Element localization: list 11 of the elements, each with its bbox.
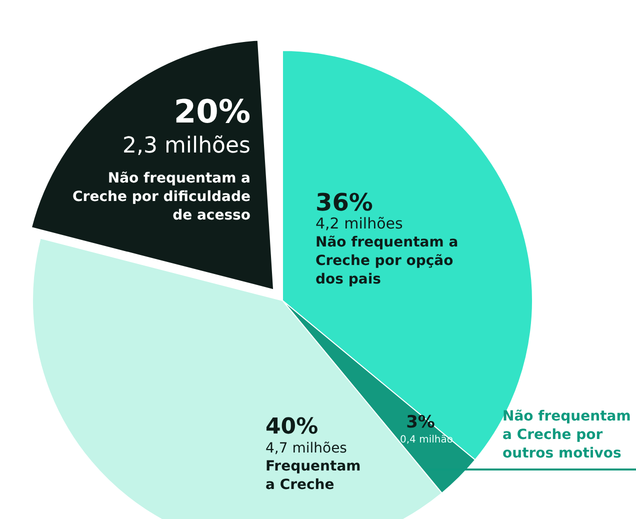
data-label: 36% bbox=[316, 188, 373, 216]
text: 2,3 milhões bbox=[122, 134, 251, 158]
slice-label: Frequentam a Creche bbox=[266, 458, 361, 493]
data-label: 40% bbox=[266, 414, 318, 440]
text: 0,4 milhão bbox=[400, 434, 453, 446]
text: 4,7 milhões bbox=[266, 440, 347, 456]
data-label: 20% bbox=[174, 92, 250, 130]
slice-label: Não frequentam a Creche por dificuldade de acesso bbox=[72, 170, 251, 224]
text: 4,2 milhões bbox=[316, 214, 403, 232]
slice-label: Não frequentam a Creche por opção dos pais bbox=[316, 234, 458, 288]
slice-label: Não frequentam a Creche por outros motivos bbox=[502, 408, 631, 462]
